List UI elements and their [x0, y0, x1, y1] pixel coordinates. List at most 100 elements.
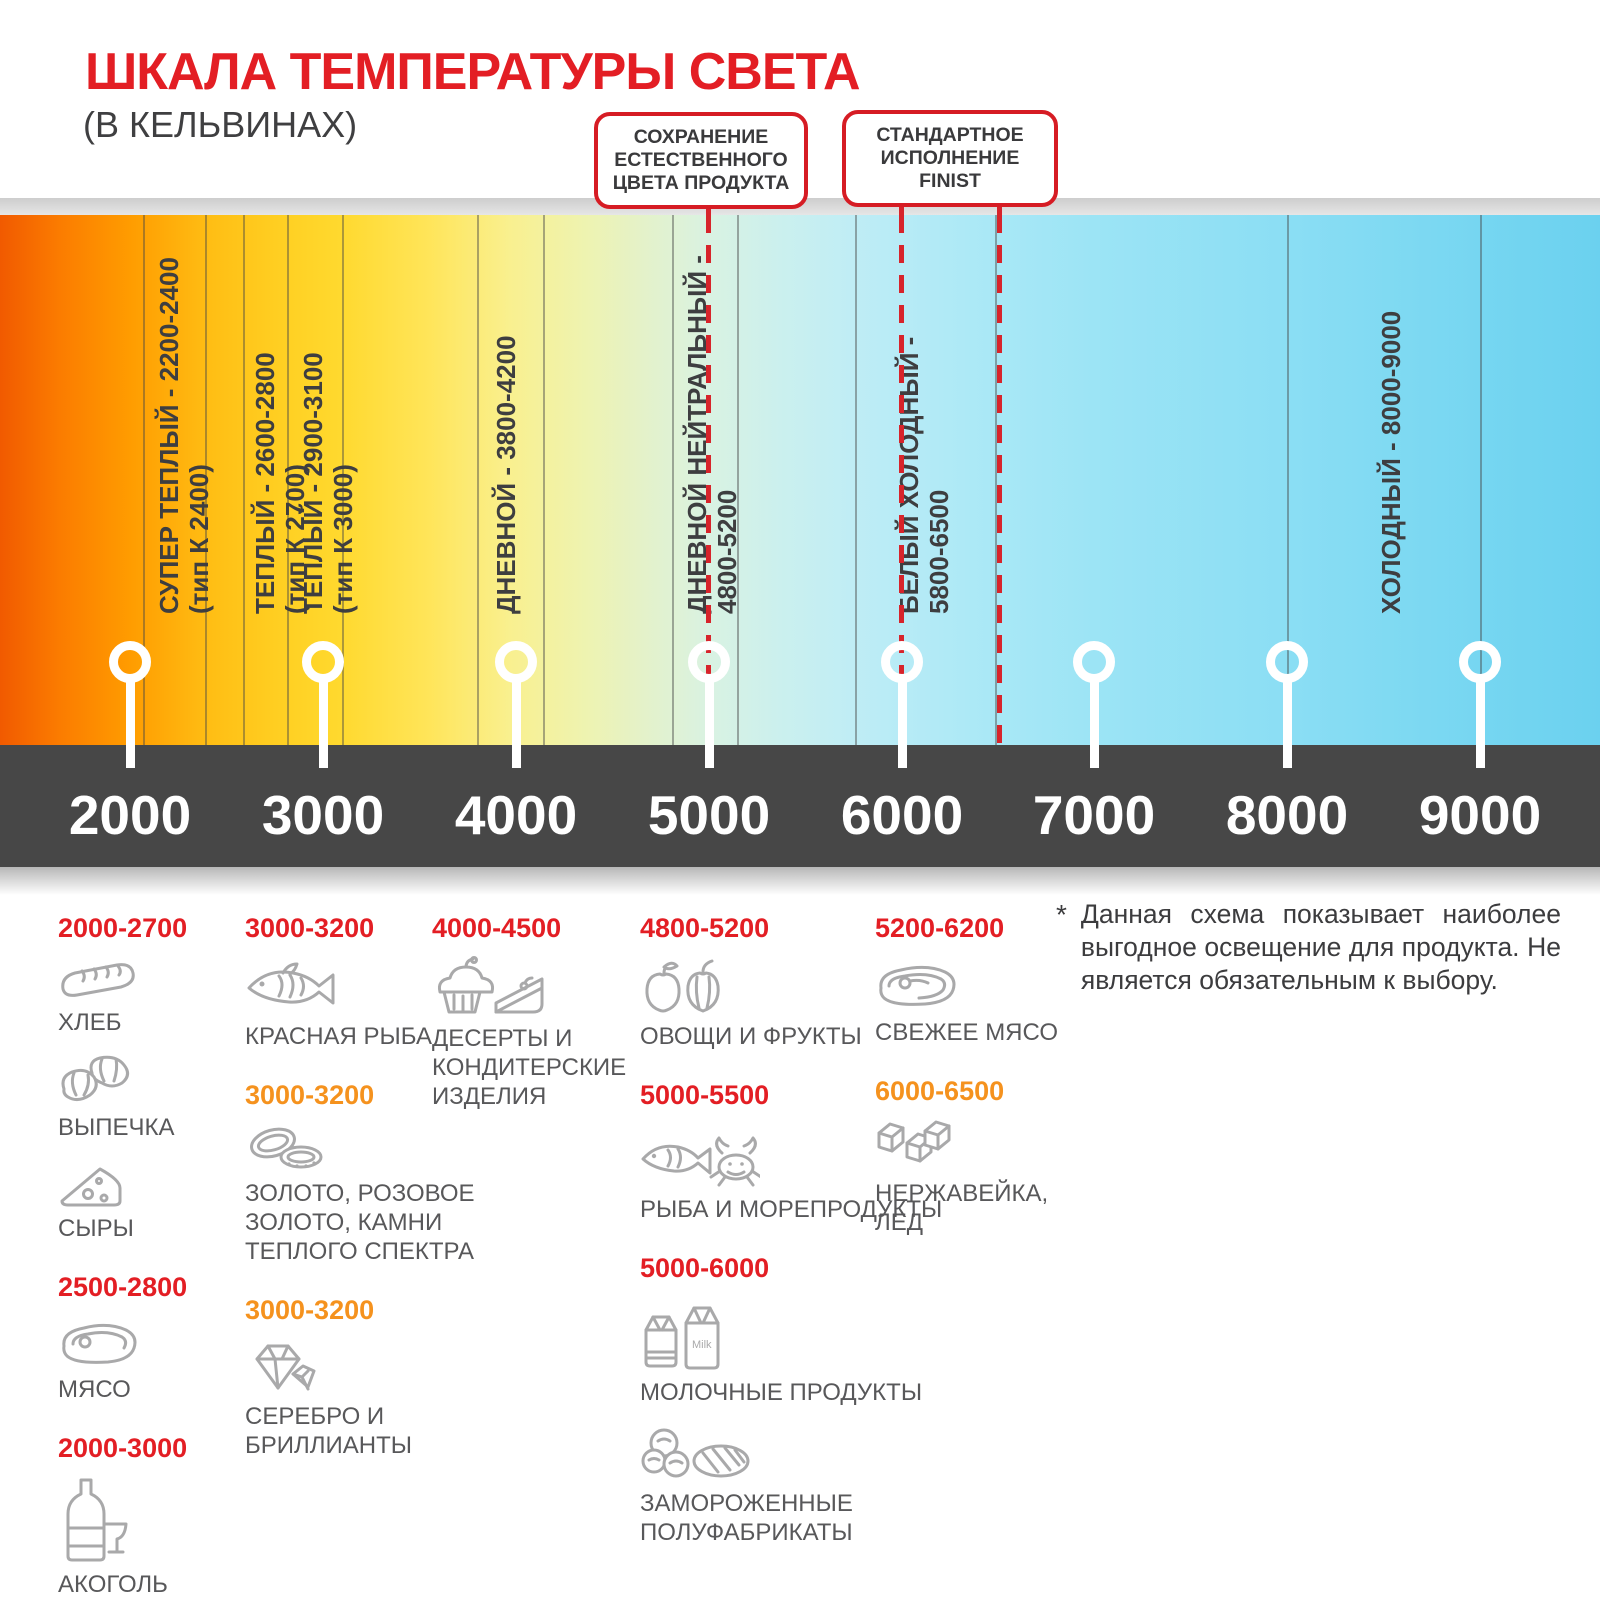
band-divider — [1480, 215, 1482, 745]
product-label: НЕРЖАВЕЙКА, ЛЕД — [875, 1180, 1049, 1236]
callout-natural-color-text: СОХРАНЕНИЕ ЕСТЕСТВЕННОГО ЦВЕТА ПРОДУКТА — [612, 126, 790, 194]
scale-marker-icon — [881, 641, 923, 683]
product-item: Milk МОЛОЧНЫЕ ПРОДУКТЫ — [640, 1296, 970, 1407]
product-label: ОВОЩИ И ФРУКТЫ — [640, 1023, 862, 1050]
band-divider — [672, 215, 674, 745]
callout-leader-5000k-dashed — [706, 215, 711, 768]
callout-finist-standard: СТАНДАРТНОЕ ИСПОЛНЕНИЕ FINIST — [842, 110, 1058, 207]
footnote-asterisk: * — [1056, 899, 1067, 930]
diamond-icon — [255, 1344, 316, 1391]
axis-tick-label: 6000 — [840, 784, 964, 846]
product-label: РЫБА И МОРЕПРОДУКТЫ — [640, 1196, 943, 1223]
desserts-icon — [438, 956, 544, 1014]
scale-marker-icon — [109, 641, 151, 683]
milk-carton-text: Milk — [692, 1339, 712, 1351]
footnote-text: Данная схема показывает наиболее выгодно… — [1080, 899, 1561, 995]
product-column-5: 5200-6200 СВЕЖЕЕ МЯСО 6000-6500 — [875, 880, 1090, 1253]
page-title: ШКАЛА ТЕМПЕРАТУРЫ СВЕТА — [85, 43, 861, 101]
dairy-icon: Milk — [644, 1306, 720, 1370]
band-divider — [855, 215, 857, 745]
axis-tick-label: 7000 — [1032, 784, 1156, 846]
scale-marker-icon — [1266, 641, 1308, 683]
product-label: МОЛОЧНЫЕ ПРОДУКТЫ — [640, 1379, 923, 1406]
range-header: 4800-5200 — [640, 913, 770, 943]
axis-tick-label: 9000 — [1418, 784, 1542, 846]
band-divider — [143, 215, 145, 745]
axis-tick-label: 4000 — [454, 784, 578, 846]
product-item: НЕРЖАВЕЙКА, ЛЕД — [875, 1119, 1090, 1237]
axis-tick-label: 2000 — [68, 784, 192, 846]
callout-leader-6500k-dashed — [997, 215, 1002, 745]
band-divider — [342, 215, 344, 745]
scale-marker-icon — [688, 641, 730, 683]
product-item: ЗАМОРОЖЕННЫЕ ПОЛУФАБРИКАТЫ — [640, 1423, 970, 1547]
product-label: ВЫПЕЧКА — [58, 1114, 175, 1141]
band-divider — [205, 215, 207, 745]
scale-marker-icon — [1459, 641, 1501, 683]
product-label: АКОГОЛЬ — [58, 1571, 168, 1598]
band-divider — [995, 215, 997, 745]
axis-shadow — [0, 867, 1600, 895]
product-label: СВЕЖЕЕ МЯСО — [875, 1019, 1058, 1046]
band-divider — [543, 215, 545, 745]
band-divider — [1287, 215, 1289, 745]
product-label: СЫРЫ — [58, 1215, 134, 1242]
band-divider — [243, 215, 245, 745]
callout-leader-6500k-solid — [997, 202, 1002, 216]
meat-icon — [62, 1323, 137, 1364]
product-column-4: 4800-5200 ОВОЩИ И ФРУКТЫ 5000-5500 — [640, 880, 970, 1563]
band-divider — [287, 215, 289, 745]
gold-rings-icon — [250, 1127, 323, 1169]
range-header: 2500-2800 — [58, 1272, 188, 1302]
product-item: РЫБА И МОРЕПРОДУКТЫ — [640, 1123, 970, 1224]
frozen-icon — [641, 1428, 750, 1478]
callout-natural-color: СОХРАНЕНИЕ ЕСТЕСТВЕННОГО ЦВЕТА ПРОДУКТА — [594, 112, 808, 209]
product-item: СЫРЫ — [58, 1158, 248, 1243]
range-header: 2000-3000 — [58, 1433, 188, 1463]
range-header: 4000-4500 — [432, 913, 562, 943]
range-header: 6000-6500 — [875, 1076, 1005, 1106]
temperature-gradient — [0, 215, 1600, 745]
product-column-1: 2000-2700 ХЛЕБ ВЫПЕЧКА СЫ — [58, 880, 248, 1600]
scale-marker-icon — [1073, 641, 1115, 683]
band-divider — [737, 215, 739, 745]
cheese-icon — [60, 1167, 122, 1207]
fish-icon — [247, 962, 335, 1005]
range-header: 3000-3200 — [245, 1080, 375, 1110]
croissant-icon — [61, 1055, 129, 1102]
product-label: СЕРЕБРО И БРИЛЛИАНТЫ — [245, 1403, 413, 1459]
callout-leader-6000k-dashed — [899, 215, 904, 768]
ice-icon — [877, 1120, 951, 1163]
product-label: КРАСНАЯ РЫБА — [245, 1023, 433, 1050]
product-item: ДЕСЕРТЫ И КОНДИТЕРСКИЕ ИЗДЕЛИЯ — [432, 956, 642, 1111]
product-item: МЯСО — [58, 1315, 248, 1404]
axis-tick-label: 8000 — [1225, 784, 1349, 846]
product-label: ЗОЛОТО, РОЗОВОЕ ЗОЛОТО, КАМНИ ТЕПЛОГО СП… — [245, 1180, 475, 1265]
product-item: ХЛЕБ — [58, 956, 248, 1037]
product-item: СЕРЕБРО И БРИЛЛИАНТЫ — [245, 1338, 490, 1460]
band-divider — [477, 215, 479, 745]
product-label: ЗАМОРОЖЕННЫЕ ПОЛУФАБРИКАТЫ — [640, 1490, 853, 1546]
range-header: 5000-5500 — [640, 1080, 770, 1110]
product-label: ХЛЕБ — [58, 1009, 122, 1036]
axis-tick-label: 3000 — [261, 784, 385, 846]
product-item: ЗОЛОТО, РОЗОВОЕ ЗОЛОТО, КАМНИ ТЕПЛОГО СП… — [245, 1123, 490, 1266]
bread-icon — [61, 963, 135, 997]
kelvin-axis-band — [0, 745, 1600, 867]
range-header: 2000-2700 — [58, 913, 188, 943]
scale-marker-icon — [495, 641, 537, 683]
callout-leader-6000k-solid — [899, 202, 904, 216]
seafood-icon — [641, 1136, 760, 1187]
fresh-meat-icon — [879, 965, 956, 1006]
fruits-vegetables-icon — [645, 959, 720, 1013]
product-label: ДЕСЕРТЫ И КОНДИТЕРСКИЕ ИЗДЕЛИЯ — [432, 1025, 627, 1110]
range-header: 3000-3200 — [245, 1295, 375, 1325]
product-item: ВЫПЕЧКА — [58, 1053, 248, 1142]
range-header: 3000-3200 — [245, 913, 375, 943]
range-header: 5000-6000 — [640, 1253, 770, 1283]
product-item: ОВОЩИ И ФРУКТЫ — [640, 956, 970, 1051]
product-column-3: 4000-4500 ДЕСЕРТЫ И КОНДИТЕРСКИЕ ИЗДЕЛИЯ — [432, 880, 642, 1127]
product-item: КРАСНАЯ РЫБА — [245, 956, 490, 1051]
scale-marker-icon — [302, 641, 344, 683]
